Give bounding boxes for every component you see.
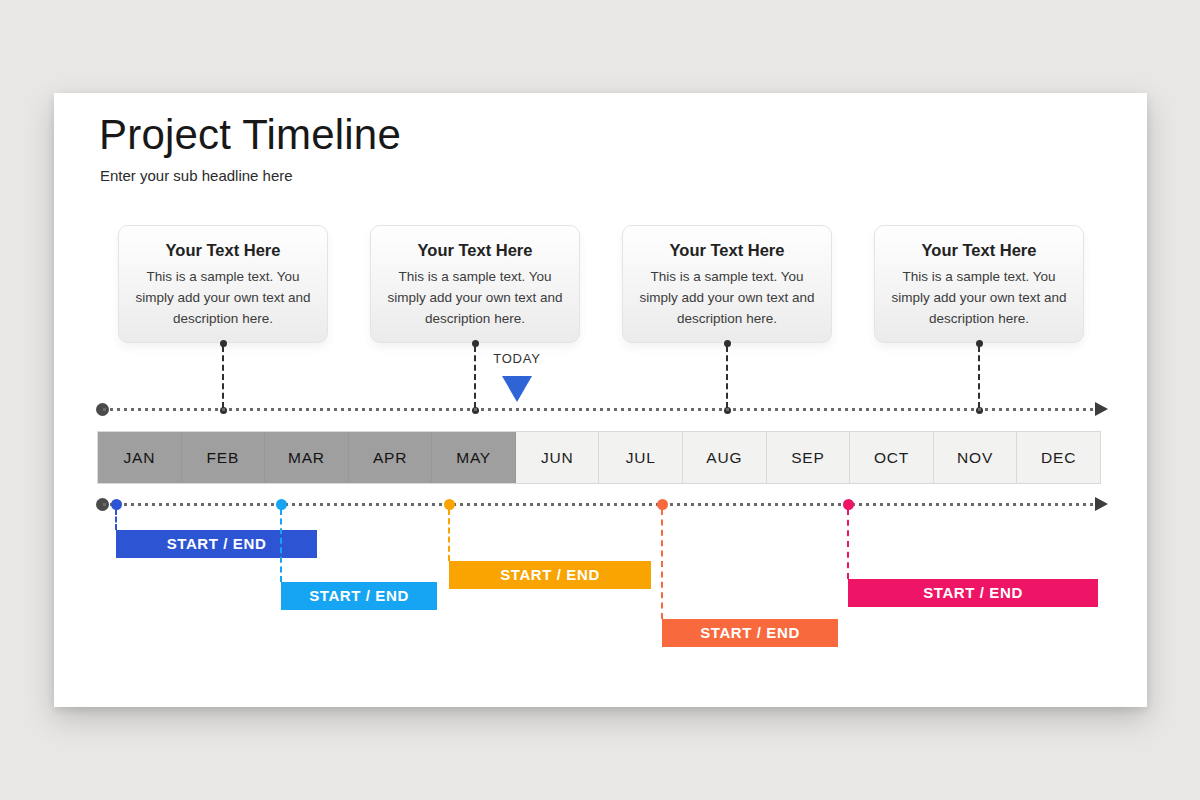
card-body: This is a sample text. You simply add yo… (119, 266, 327, 329)
task-bar-1[interactable]: START / END (116, 530, 317, 558)
task-drop-line-4 (661, 509, 663, 619)
task-drop-line-5 (847, 509, 849, 579)
month-cell-oct[interactable]: OCT (850, 432, 934, 483)
task-drop-line-2 (280, 509, 282, 582)
text-card-2[interactable]: Your Text Here This is a sample text. Yo… (370, 225, 580, 343)
month-cell-feb[interactable]: FEB (182, 432, 266, 483)
task-drop-line-3 (448, 509, 450, 561)
page-subtitle[interactable]: Enter your sub headline here (100, 167, 293, 184)
month-cell-mar[interactable]: MAR (265, 432, 349, 483)
task-bar-5[interactable]: START / END (848, 579, 1098, 607)
month-strip: JANFEBMARAPRMAYJUNJULAUGSEPOCTNOVDEC (97, 431, 1101, 484)
text-card-3[interactable]: Your Text Here This is a sample text. Yo… (622, 225, 832, 343)
lower-timeline-line (103, 503, 1095, 506)
page-title[interactable]: Project Timeline (99, 111, 401, 159)
text-card-4[interactable]: Your Text Here This is a sample text. Yo… (874, 225, 1084, 343)
arrow-right-icon (1095, 497, 1108, 511)
task-bar-4[interactable]: START / END (662, 619, 838, 647)
desktop-background: { "slide": { "title": "Project Timeline"… (0, 0, 1200, 800)
slide-canvas: Project Timeline Enter your sub headline… (54, 93, 1147, 707)
month-cell-jun[interactable]: JUN (516, 432, 600, 483)
task-drop-line-1 (115, 509, 117, 530)
text-card-1[interactable]: Your Text Here This is a sample text. Yo… (118, 225, 328, 343)
card-connector-line (222, 346, 224, 408)
card-title: Your Text Here (623, 241, 831, 260)
card-body: This is a sample text. You simply add yo… (623, 266, 831, 329)
upper-timeline-line (103, 408, 1095, 411)
card-body: This is a sample text. You simply add yo… (875, 266, 1083, 329)
month-cell-dec[interactable]: DEC (1017, 432, 1100, 483)
task-bar-2[interactable]: START / END (281, 582, 437, 610)
month-cell-nov[interactable]: NOV (934, 432, 1018, 483)
card-title: Your Text Here (119, 241, 327, 260)
month-cell-jan[interactable]: JAN (98, 432, 182, 483)
card-connector-line (726, 346, 728, 408)
month-cell-aug[interactable]: AUG (683, 432, 767, 483)
arrow-right-icon (1095, 402, 1108, 416)
card-body: This is a sample text. You simply add yo… (371, 266, 579, 329)
task-bar-3[interactable]: START / END (449, 561, 651, 589)
month-cell-may[interactable]: MAY (432, 432, 516, 483)
card-connector-line (978, 346, 980, 408)
month-cell-jul[interactable]: JUL (599, 432, 683, 483)
card-title: Your Text Here (875, 241, 1083, 260)
month-cell-apr[interactable]: APR (349, 432, 433, 483)
today-label[interactable]: TODAY (467, 351, 567, 366)
month-cell-sep[interactable]: SEP (767, 432, 851, 483)
card-title: Your Text Here (371, 241, 579, 260)
today-marker-icon (502, 376, 532, 402)
